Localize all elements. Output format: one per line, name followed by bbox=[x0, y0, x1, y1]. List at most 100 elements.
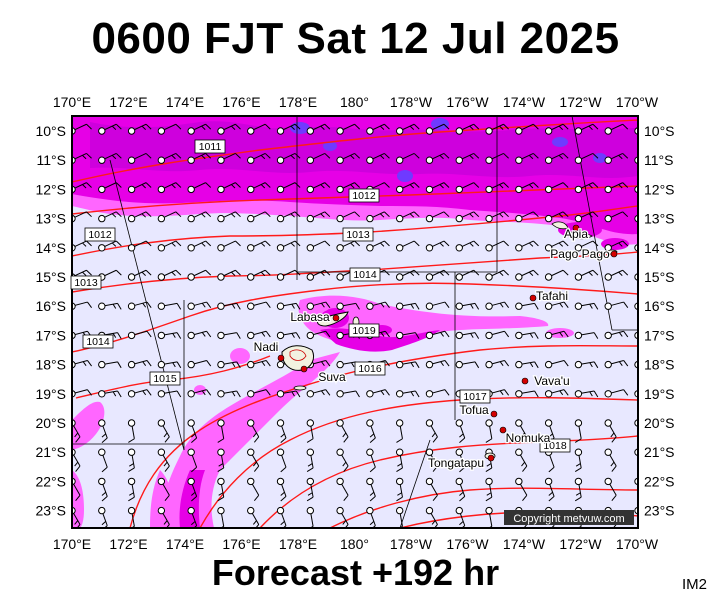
wind-barb bbox=[515, 448, 528, 472]
wind-barb bbox=[485, 123, 509, 135]
wind-barb bbox=[425, 359, 450, 369]
wind-barb bbox=[574, 123, 599, 135]
wind-barb bbox=[217, 360, 241, 369]
wind-barb bbox=[217, 331, 241, 340]
svg-text:1014: 1014 bbox=[353, 269, 377, 281]
wind-barb bbox=[247, 301, 271, 310]
wind-barb bbox=[604, 269, 629, 281]
wind-barb bbox=[247, 269, 271, 281]
wind-barb bbox=[604, 477, 617, 502]
wind-barb bbox=[187, 211, 212, 223]
wind-barb bbox=[217, 448, 225, 473]
lon-label-bottom: 174°W bbox=[503, 536, 546, 552]
wind-barb bbox=[425, 123, 450, 135]
wind-barb bbox=[157, 182, 182, 194]
wind-barb bbox=[247, 182, 271, 194]
svg-text:1013: 1013 bbox=[74, 277, 98, 289]
wind-barb bbox=[127, 123, 152, 135]
place-markers: Apia Pago Pago Tafahi Labasa Nadi Suva Vava'u T… bbox=[252, 224, 618, 471]
lat-label-left: 21°S bbox=[35, 444, 66, 460]
isobar-labels: 1011 1012 1012 1013 1013 1014 1014 1015 1016 1017… bbox=[70, 139, 571, 453]
wind-barb bbox=[366, 389, 390, 398]
wind-barb bbox=[217, 123, 241, 135]
wind-barb bbox=[395, 506, 404, 528]
lon-label-top: 178°W bbox=[390, 94, 433, 110]
wind-barb bbox=[485, 359, 510, 369]
wind-barb bbox=[187, 123, 212, 135]
wind-barb bbox=[127, 448, 136, 473]
place-name: Tongatapu bbox=[428, 456, 484, 470]
wind-barb bbox=[515, 211, 539, 223]
place-marker: Suva bbox=[300, 365, 347, 385]
wind-barb bbox=[485, 269, 509, 281]
wind-barb bbox=[336, 152, 361, 164]
wind-barb bbox=[157, 123, 182, 135]
vanua-levu bbox=[317, 311, 349, 327]
wind-barb bbox=[544, 269, 569, 281]
lat-label-right: 11°S bbox=[644, 152, 673, 168]
wind-barb bbox=[395, 477, 404, 502]
wind-barb bbox=[127, 477, 136, 502]
fiji-topo bbox=[289, 349, 307, 361]
wind-barb bbox=[366, 419, 376, 444]
place-marker: Nadi bbox=[252, 339, 285, 362]
wind-barb bbox=[306, 211, 331, 223]
wind-barb bbox=[247, 330, 271, 340]
wind-barb bbox=[574, 302, 599, 310]
wind-barb bbox=[276, 506, 287, 528]
lat-label-left: 23°S bbox=[35, 503, 66, 519]
wind-barb bbox=[455, 240, 480, 252]
wind-barb bbox=[187, 448, 198, 473]
wind-barb bbox=[455, 419, 466, 444]
wind-barb bbox=[127, 359, 152, 369]
wind-barb bbox=[455, 182, 480, 194]
wind-barb bbox=[127, 419, 136, 443]
wind-barb bbox=[247, 359, 271, 369]
wind-barb bbox=[127, 182, 152, 194]
wind-barb bbox=[395, 448, 404, 473]
longitude-labels-top: 170°E 172°E 174°E 176°E 178°E 180° 178°W 176°W 1… bbox=[53, 94, 659, 110]
wind-barb bbox=[604, 330, 629, 340]
wind-barb bbox=[366, 240, 390, 252]
lat-label-right: 13°S bbox=[644, 211, 675, 227]
wind-barb bbox=[485, 182, 509, 194]
wind-barb bbox=[574, 390, 599, 398]
wind-barb bbox=[157, 269, 182, 281]
wind-barb bbox=[98, 390, 122, 398]
wind-barb bbox=[455, 302, 480, 310]
wind-barb bbox=[247, 419, 260, 443]
wind-barb bbox=[276, 211, 301, 223]
wind-barb bbox=[187, 477, 198, 502]
isobar-label: 1016 bbox=[354, 361, 386, 376]
wind-barb bbox=[604, 301, 629, 310]
wind-barb bbox=[515, 331, 539, 340]
wind-barb bbox=[515, 360, 539, 369]
lat-label-left: 18°S bbox=[35, 357, 66, 373]
lat-label-left: 14°S bbox=[35, 240, 66, 256]
wind-barb bbox=[157, 419, 170, 443]
isobar-label: 1015 bbox=[149, 371, 181, 386]
copyright-text: Copyright metvuw.com bbox=[513, 513, 624, 525]
wind-barb bbox=[395, 331, 420, 340]
wind-barb bbox=[425, 477, 438, 502]
wind-barb bbox=[306, 269, 331, 281]
wind-barb bbox=[515, 419, 528, 443]
lon-label-bottom: 172°W bbox=[559, 536, 602, 552]
wind-barb bbox=[425, 389, 450, 398]
place-marker: Tofua bbox=[458, 402, 498, 418]
wind-barb bbox=[187, 359, 212, 369]
wind-barb bbox=[217, 419, 225, 443]
wind-barb bbox=[276, 240, 301, 252]
lon-label-top: 174°W bbox=[503, 94, 546, 110]
lat-label-left: 20°S bbox=[35, 415, 66, 431]
wind-barb bbox=[187, 506, 198, 528]
lon-label-bottom: 178°E bbox=[279, 536, 317, 552]
wind-barb bbox=[98, 211, 122, 223]
image-code: IM2 bbox=[681, 576, 707, 593]
svg-text:1011: 1011 bbox=[199, 141, 222, 153]
lon-label-top: 176°W bbox=[446, 94, 489, 110]
wind-barb bbox=[574, 477, 583, 502]
wind-barb bbox=[306, 152, 331, 164]
wind-barb bbox=[425, 152, 450, 164]
wind-barb bbox=[217, 152, 241, 164]
